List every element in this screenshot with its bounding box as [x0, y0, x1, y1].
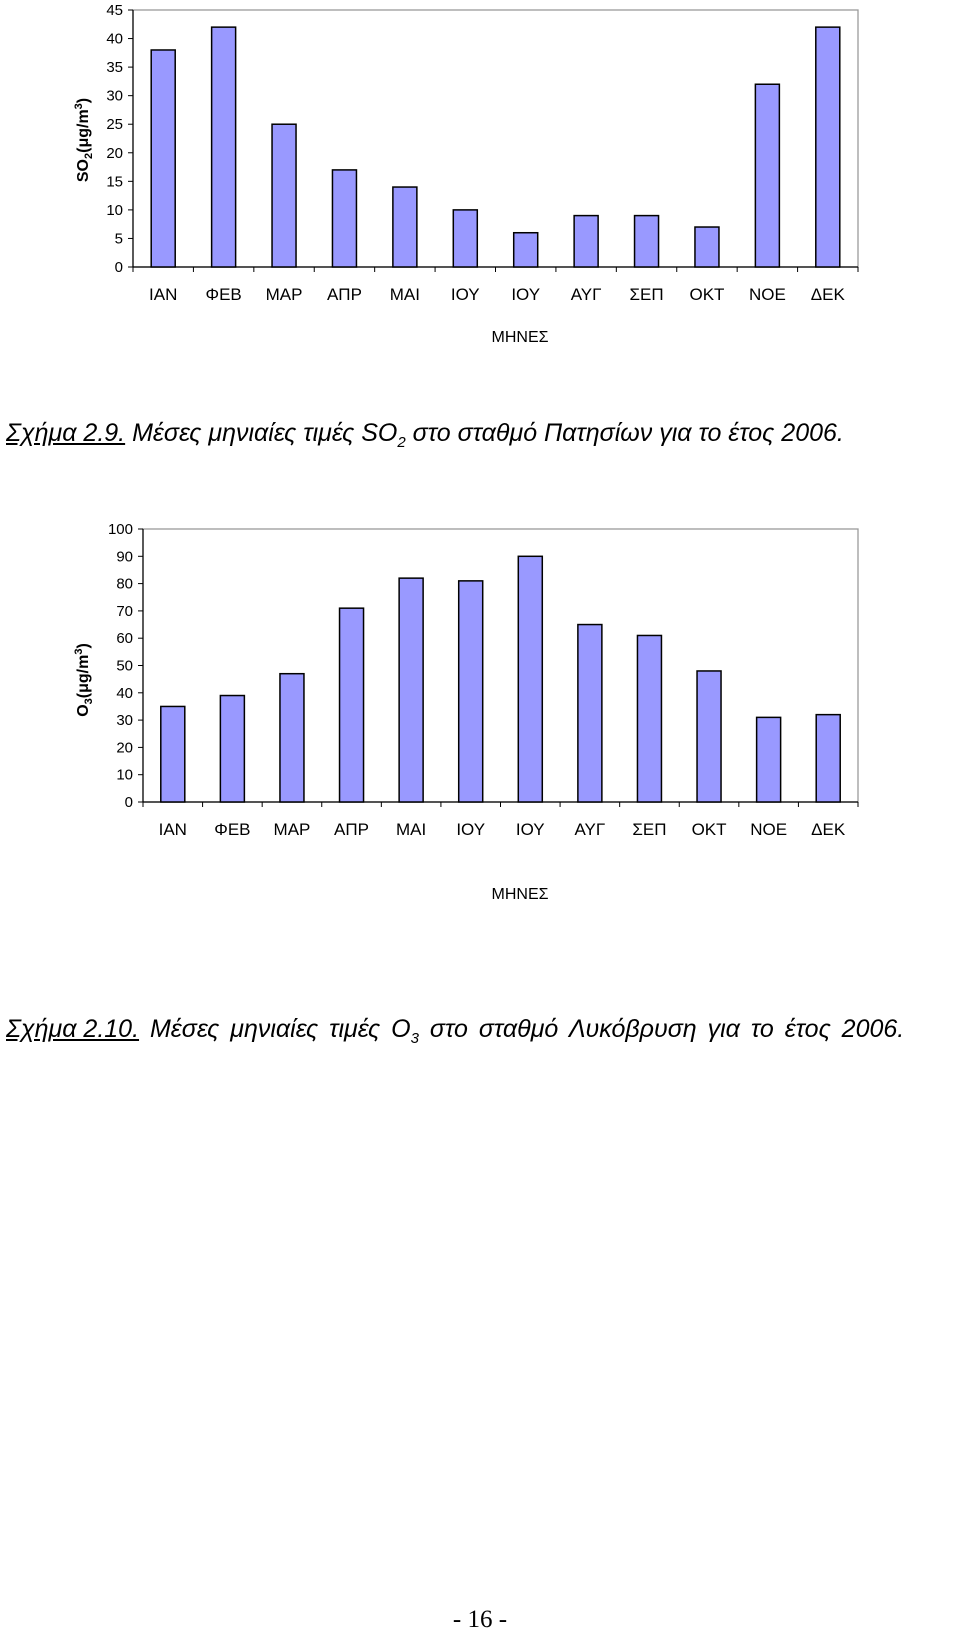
y-tick-label: 40: [106, 31, 123, 48]
x-tick-label: ΜΑΡ: [266, 285, 303, 304]
bar: [815, 26, 841, 268]
x-tick-label: ΑΠΡ: [327, 285, 362, 304]
y-tick-label: 70: [116, 603, 133, 620]
y-tick-label: 0: [115, 259, 123, 276]
y-tick-label: 50: [116, 658, 133, 675]
caption-number: Σχήμα 2.10.: [6, 1015, 140, 1043]
x-tick-label: ΙΑΝ: [149, 285, 177, 304]
plot-area: 0 5 10 15 20 25 30 35 40 45 ΙΑΝ ΦΕΒ ΜΑΡ ΑΠΡ ΜΑΙ ΙΟΥ ΙΟΥ Α…: [106, 2, 859, 304]
bar: [512, 231, 539, 268]
y-tick-label: 60: [116, 630, 133, 647]
caption-text: Μέσες μηνιαίες τιμές O3 στο σταθμό Λυκόβ…: [139, 1015, 905, 1047]
y-axis-title: O3(μg/m3): [73, 643, 95, 717]
plot-area: 0 10 20 30 40 50 60 70 80 90 100 ΙΑΝ ΦΕΒ ΜΑΡ ΑΠΡ ΜΑΙ ΙΟΥ…: [108, 521, 859, 839]
bar: [392, 186, 418, 268]
caption-text: Μέσες μηνιαίες τιμές SO2 στο σταθμό Πατη…: [125, 419, 844, 451]
y-tick-label: 80: [116, 576, 133, 593]
bar: [694, 226, 720, 268]
y-tick-label: 45: [106, 2, 123, 19]
y-tick-label: 0: [125, 794, 133, 811]
plot-frame: [142, 528, 859, 803]
bar: [210, 26, 237, 268]
bar: [517, 555, 544, 803]
y-tick-label: 30: [106, 88, 123, 105]
y-tick-label: 20: [116, 739, 133, 756]
x-tick-label: ΑΥΓ: [574, 820, 605, 839]
y-tick-label: 25: [106, 116, 123, 133]
y-tick-label: 10: [116, 767, 133, 784]
x-tick-label: ΑΥΓ: [571, 285, 602, 304]
so2-bar-chart: SO2(μg/m3) 0 5 10 15 20 25 30 35 40 45 ΙΑΝ ΦΕΒ ΜΑΡ ΑΠ…: [73, 2, 859, 346]
x-axis-title: ΜΗΝΕΣ: [492, 329, 549, 346]
bar: [338, 607, 365, 803]
x-tick-label: ΦΕΒ: [206, 285, 242, 304]
x-tick-label: ΟΚΤ: [689, 285, 724, 304]
y-tick-label: 5: [115, 230, 123, 247]
x-tick-label: ΙΟΥ: [456, 820, 485, 839]
x-tick-label: ΜΑΡ: [274, 820, 311, 839]
bar: [271, 123, 297, 268]
x-tick-label: ΜΑΙ: [390, 285, 420, 304]
x-tick-label: ΑΠΡ: [334, 820, 369, 839]
bar: [815, 713, 841, 803]
x-tick-label: ΣΕΠ: [632, 820, 666, 839]
bar: [219, 694, 246, 803]
x-tick-label: ΝΟΕ: [750, 820, 787, 839]
x-tick-label: ΟΚΤ: [692, 820, 727, 839]
bar: [160, 705, 186, 803]
y-tick-label: 100: [108, 521, 133, 538]
bar: [633, 214, 660, 268]
bar: [696, 670, 722, 803]
x-tick-label: ΜΑΙ: [396, 820, 426, 839]
y-tick-label: 20: [106, 145, 123, 162]
bar: [331, 169, 358, 268]
x-tick-label: ΣΕΠ: [629, 285, 663, 304]
y-tick-label: 15: [106, 173, 123, 190]
caption-number: Σχήμα 2.9.: [6, 419, 126, 447]
y-tick-label: 90: [116, 548, 133, 565]
bar: [150, 49, 176, 268]
x-tick-label: ΙΟΥ: [511, 285, 540, 304]
bar: [636, 634, 663, 803]
bar: [573, 214, 599, 268]
page-number: - 16 -: [452, 1606, 508, 1633]
bar: [755, 716, 782, 803]
bar: [452, 209, 479, 268]
bar: [577, 623, 603, 803]
x-tick-label: ΙΟΥ: [451, 285, 480, 304]
x-tick-label: ΙΟΥ: [516, 820, 545, 839]
y-tick-label: 10: [106, 202, 123, 219]
x-tick-label: ΔΕΚ: [811, 820, 846, 839]
o3-bar-chart: O3(μg/m3) 0 10 20 30 40 50 60 70 80 90 100 ΙΑΝ ΦΕΒ ΜΑ…: [73, 521, 859, 903]
figure-caption: Σχήμα 2.10. Μέσες μηνιαίες τιμές O3 στο …: [6, 1013, 958, 1055]
y-tick-label: 35: [106, 59, 123, 76]
bar: [398, 577, 424, 803]
y-tick-label: 30: [116, 712, 133, 729]
plot-frame: [132, 9, 859, 268]
x-tick-label: ΔΕΚ: [811, 285, 846, 304]
y-tick-label: 40: [116, 685, 133, 702]
x-axis-title: ΜΗΝΕΣ: [492, 886, 549, 903]
figure-caption: Σχήμα 2.9. Μέσες μηνιαίες τιμές SO2 στο …: [6, 417, 844, 459]
bar: [279, 672, 305, 803]
x-tick-label: ΦΕΒ: [214, 820, 250, 839]
bar: [457, 580, 484, 803]
x-tick-label: ΝΟΕ: [749, 285, 786, 304]
bar: [754, 83, 781, 268]
y-axis-title: SO2(μg/m3): [73, 98, 95, 182]
x-tick-label: ΙΑΝ: [159, 820, 187, 839]
